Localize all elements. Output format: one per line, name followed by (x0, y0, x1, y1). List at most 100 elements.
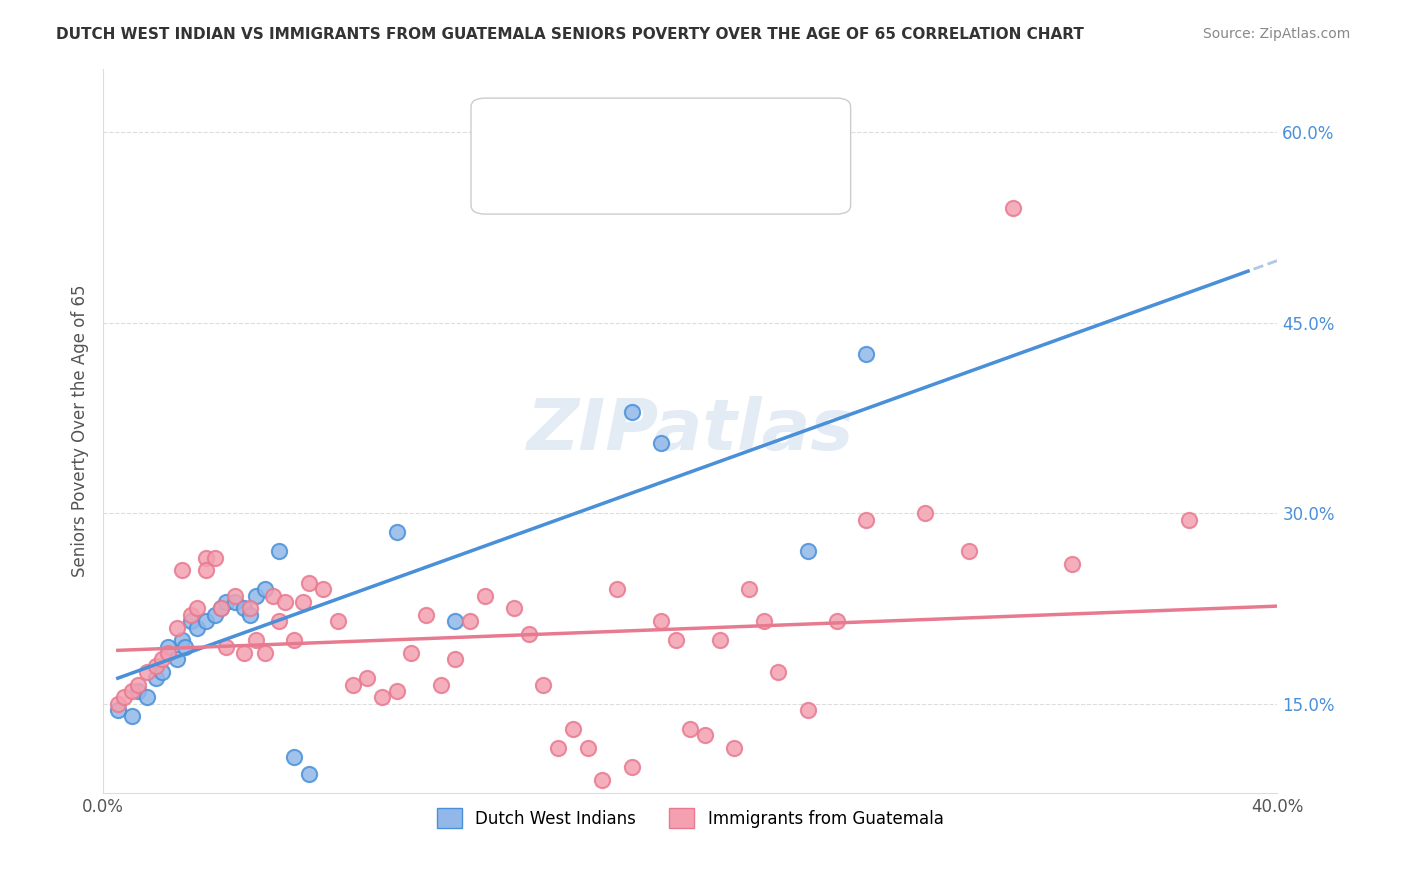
Point (855, 512, 877, 526)
Point (262, 589, 284, 603)
Point (215, 595, 238, 609)
Point (186, 620, 208, 634)
Point (796, 703, 818, 717)
Point (517, 627, 540, 641)
Y-axis label: Seniors Poverty Over the Age of 65: Seniors Poverty Over the Age of 65 (72, 285, 89, 577)
Point (650, 436, 672, 450)
Point (738, 582, 761, 597)
Point (150, 665, 173, 679)
Point (224, 589, 246, 603)
Point (291, 595, 314, 609)
Text: N =: N = (661, 165, 695, 183)
Point (121, 684, 143, 698)
Point (298, 576, 321, 591)
Point (591, 772, 613, 787)
Point (145, 671, 167, 685)
Point (245, 589, 267, 603)
Point (136, 665, 159, 679)
Text: R =: R = (531, 122, 565, 140)
Point (253, 582, 276, 597)
Point (209, 601, 232, 615)
Point (269, 544, 291, 558)
Point (204, 550, 226, 565)
Point (239, 607, 262, 622)
Point (245, 633, 267, 648)
Point (356, 671, 378, 685)
Point (269, 614, 291, 628)
Point (444, 614, 467, 628)
Point (326, 614, 349, 628)
Point (1060, 557, 1083, 571)
Point (224, 595, 246, 609)
Point (209, 601, 232, 615)
Point (620, 404, 643, 418)
Point (458, 614, 481, 628)
Point (650, 614, 672, 628)
Point (1178, 512, 1201, 526)
Point (1002, 201, 1025, 215)
Point (312, 582, 335, 597)
Point (665, 633, 688, 648)
Point (415, 607, 437, 622)
Point (679, 722, 702, 736)
Point (253, 646, 276, 660)
Point (620, 760, 643, 774)
Point (172, 563, 194, 577)
Point (166, 620, 188, 634)
Point (172, 633, 194, 648)
Point (796, 544, 818, 558)
Point (1237, 805, 1260, 819)
Point (385, 684, 408, 698)
Text: 0.296: 0.296 (571, 165, 627, 183)
Point (145, 658, 167, 673)
Point (401, 646, 423, 660)
Point (112, 690, 135, 705)
Point (429, 678, 451, 692)
Point (194, 614, 217, 628)
Point (127, 684, 149, 698)
Point (215, 640, 238, 654)
Point (825, 614, 848, 628)
Point (342, 678, 364, 692)
Point (283, 750, 305, 764)
Point (283, 633, 305, 648)
Point (194, 550, 217, 565)
Point (957, 544, 980, 558)
Point (914, 506, 936, 520)
Point (561, 722, 583, 736)
Point (444, 652, 467, 666)
Text: R =: R = (531, 165, 565, 183)
Point (107, 697, 129, 711)
Text: ZIPatlas: ZIPatlas (527, 396, 853, 465)
Text: DUTCH WEST INDIAN VS IMMIGRANTS FROM GUATEMALA SENIORS POVERTY OVER THE AGE OF 6: DUTCH WEST INDIAN VS IMMIGRANTS FROM GUA… (56, 27, 1084, 42)
Point (180, 614, 202, 628)
Point (156, 646, 179, 660)
Point (501, 129, 523, 144)
Point (127, 678, 149, 692)
Legend: Dutch West Indians, Immigrants from Guatemala: Dutch West Indians, Immigrants from Guat… (430, 801, 950, 835)
Point (233, 646, 256, 660)
Text: 0.611: 0.611 (571, 122, 627, 140)
Point (186, 601, 208, 615)
Point (723, 741, 745, 756)
Point (233, 601, 256, 615)
Point (136, 690, 159, 705)
Point (855, 347, 877, 361)
Point (156, 640, 179, 654)
Point (298, 766, 321, 780)
Point (709, 633, 731, 648)
Point (533, 678, 555, 692)
Point (501, 171, 523, 186)
Point (174, 640, 197, 654)
Point (204, 607, 226, 622)
Point (385, 525, 408, 540)
Text: Source: ZipAtlas.com: Source: ZipAtlas.com (1202, 27, 1350, 41)
Point (547, 741, 569, 756)
Point (274, 595, 297, 609)
Point (194, 563, 217, 577)
Point (239, 601, 262, 615)
Point (166, 652, 188, 666)
Point (121, 709, 143, 723)
Point (180, 607, 202, 622)
Point (150, 652, 173, 666)
